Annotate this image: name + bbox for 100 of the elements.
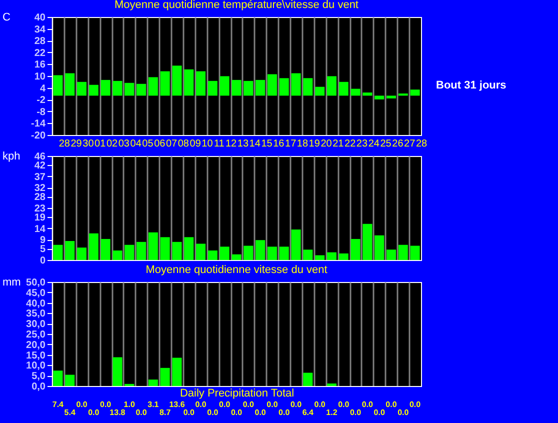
data-label: 0.0 — [362, 400, 374, 409]
y-tick-label: 42 — [34, 160, 46, 172]
y-tick-label: 0,0 — [32, 382, 46, 392]
y-tick-label: 5 — [40, 244, 46, 256]
y-tick-label: 23 — [34, 204, 46, 214]
x-tick-label: 17 — [285, 138, 297, 150]
bar — [160, 368, 170, 386]
data-label: 0.0 — [409, 400, 422, 409]
x-tick-label: 22 — [344, 138, 356, 150]
bar — [76, 82, 87, 96]
bar — [148, 380, 158, 386]
bar — [172, 242, 182, 260]
data-label: 0.0 — [314, 400, 326, 409]
bar — [291, 229, 301, 260]
y-tick-label: -14 — [31, 118, 46, 130]
bar — [65, 374, 75, 386]
data-label: 0.0 — [374, 408, 386, 417]
bar — [196, 71, 206, 96]
y-tick-label: 0 — [40, 256, 46, 266]
bar — [303, 78, 313, 96]
bar — [100, 80, 110, 96]
bar — [244, 80, 254, 96]
data-label: 0.0 — [88, 408, 100, 417]
y-tick-label: 32 — [34, 183, 46, 194]
y-tick-label: 22 — [34, 48, 46, 59]
x-tick-label: 20 — [320, 138, 332, 150]
bar — [279, 78, 289, 96]
data-label: 0.0 — [254, 408, 266, 417]
x-tick-label: 21 — [332, 138, 344, 150]
x-tick-label: 07 — [166, 138, 178, 150]
x-tick-label: 29 — [70, 138, 82, 150]
bar — [291, 73, 301, 96]
x-tick-label: 25 — [380, 138, 392, 150]
data-label: 0.0 — [100, 400, 112, 409]
bar — [374, 235, 384, 260]
bar — [208, 80, 218, 96]
bar — [172, 66, 182, 96]
bar — [53, 75, 63, 96]
bar — [338, 82, 348, 96]
bar — [267, 74, 277, 96]
x-tick-label: 11 — [214, 138, 225, 150]
bar — [232, 254, 242, 260]
y-axis-title: kph — [2, 150, 20, 162]
x-tick-label: 19 — [308, 138, 320, 150]
data-label: 0.0 — [338, 400, 350, 409]
bar — [326, 252, 336, 260]
x-tick-label: 06 — [154, 138, 166, 150]
x-tick-label: 04 — [130, 138, 142, 150]
y-tick-label: 50,0 — [26, 278, 46, 288]
bar — [256, 240, 266, 260]
x-tick-label: 23 — [356, 138, 368, 150]
bar — [350, 88, 360, 96]
bar — [172, 358, 182, 386]
chart-title: Moyenne quotidienne température\vitesse du vent — [114, 0, 358, 11]
bar — [160, 237, 170, 260]
data-label: 0.0 — [278, 408, 290, 417]
y-tick-label: 14 — [34, 224, 46, 235]
y-tick-label: 10 — [34, 72, 46, 82]
y-axis-title: C — [2, 12, 10, 24]
x-tick-label: 02 — [106, 138, 118, 150]
bar — [244, 246, 254, 260]
y-tick-label: 46 — [34, 152, 46, 162]
data-label: 5.4 — [64, 408, 76, 417]
y-tick-label: 19 — [34, 212, 46, 224]
bar — [410, 246, 420, 260]
data-label: 0.0 — [207, 408, 219, 417]
bar — [326, 76, 336, 96]
bar — [362, 92, 372, 96]
bar — [76, 248, 87, 260]
bar — [303, 250, 313, 260]
data-label: 0.0 — [219, 400, 231, 409]
data-label: 0.0 — [136, 408, 148, 417]
data-label: 0.0 — [386, 400, 398, 409]
data-label: 3.1 — [148, 400, 160, 409]
bar — [267, 246, 277, 260]
bar — [88, 233, 98, 260]
x-tick-label: 24 — [368, 138, 380, 150]
y-tick-label: 4 — [40, 83, 46, 94]
data-label: 0.0 — [230, 408, 243, 417]
bar — [410, 90, 420, 96]
bar — [65, 241, 75, 260]
x-tick-label: 28 — [416, 138, 428, 150]
x-tick-label: 15 — [261, 138, 273, 150]
bar — [386, 250, 396, 260]
bar — [386, 96, 396, 98]
text: Bout 31 jours — [436, 79, 506, 92]
bar — [232, 80, 242, 96]
y-tick-label: 15,0 — [26, 350, 46, 362]
data-label: 1.0 — [124, 400, 136, 409]
bar — [220, 246, 230, 260]
bar — [112, 357, 122, 386]
y-tick-label: 10,0 — [26, 360, 46, 372]
data-label: 0.0 — [266, 400, 278, 409]
bar — [256, 80, 266, 96]
y-tick-label: 40,0 — [26, 298, 46, 310]
y-tick-label: 20,0 — [26, 340, 46, 351]
y-tick-label: 9 — [40, 235, 46, 246]
bar — [303, 372, 313, 386]
bar — [88, 84, 98, 96]
data-label: 7.4 — [52, 400, 64, 409]
